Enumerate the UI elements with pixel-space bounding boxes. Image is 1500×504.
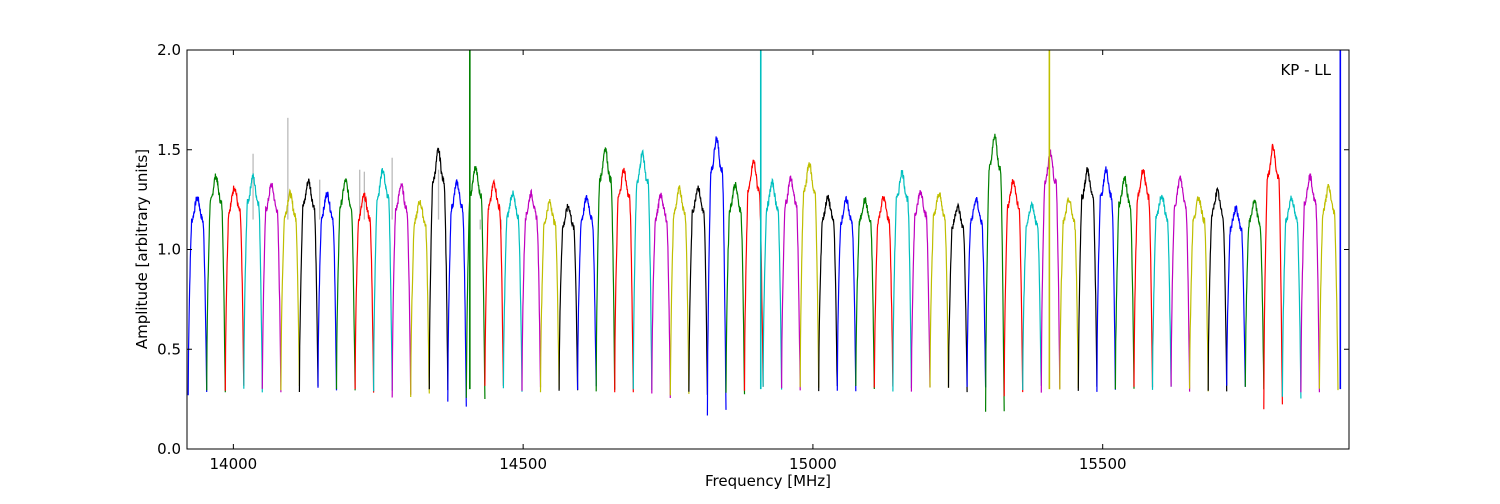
band-series-8 — [335, 178, 356, 391]
x-tick-label: 15500 — [1079, 455, 1127, 473]
band-series-34 — [818, 194, 838, 392]
band-series-32 — [780, 175, 801, 391]
series-layer — [187, 50, 1342, 416]
band-series-9 — [354, 192, 375, 393]
band-series-58 — [1263, 143, 1283, 410]
band-series-37 — [873, 195, 894, 388]
band-series-11 — [391, 182, 412, 398]
band-series-24 — [632, 149, 653, 391]
band-series-56 — [1226, 205, 1246, 387]
band-series-49 — [1096, 166, 1116, 392]
band-series-7 — [317, 191, 338, 391]
band-series-43 — [984, 133, 1005, 412]
band-series-4 — [261, 182, 282, 393]
band-series-31 — [762, 177, 783, 390]
band-series-35 — [836, 195, 857, 392]
band-series-40 — [929, 192, 950, 388]
band-series-59 — [1281, 195, 1302, 399]
band-series-33 — [799, 162, 820, 388]
y-axis-label: Amplitude [arbitrary units] — [133, 149, 151, 349]
band-series-6 — [298, 178, 319, 393]
band-series-50 — [1114, 175, 1135, 390]
band-series-3 — [243, 173, 263, 393]
band-series-26 — [669, 184, 690, 396]
band-series-28 — [706, 136, 727, 416]
band-series-38 — [892, 169, 912, 392]
band-series-48 — [1077, 167, 1098, 391]
band-series-2 — [224, 185, 245, 391]
band-series-22 — [595, 147, 616, 392]
plot-background — [187, 50, 1349, 449]
x-tick-label: 14500 — [499, 455, 547, 473]
band-series-57 — [1244, 199, 1265, 390]
band-series-18 — [521, 188, 542, 391]
band-series-36 — [855, 197, 875, 390]
band-series-42 — [966, 196, 987, 388]
x-axis-label: Frequency [MHz] — [705, 472, 831, 490]
band-series-55 — [1207, 186, 1228, 392]
y-tick-label: 0.0 — [157, 440, 181, 458]
x-tick-label: 14000 — [210, 455, 258, 473]
band-series-53 — [1170, 175, 1191, 392]
band-series-61 — [1318, 184, 1339, 391]
band-series-29 — [725, 181, 746, 395]
band-series-14 — [447, 179, 467, 407]
band-series-25 — [651, 192, 671, 399]
band-series-45 — [1022, 200, 1042, 391]
band-series-41 — [947, 202, 968, 393]
band-series-13 — [428, 147, 449, 391]
y-tick-label: 0.5 — [157, 340, 181, 358]
y-tick-label: 1.5 — [157, 141, 181, 159]
x-tick-label: 15000 — [789, 455, 837, 473]
band-series-54 — [1188, 196, 1209, 392]
y-tick-label: 2.0 — [157, 41, 181, 59]
band-series-0 — [187, 196, 208, 396]
tick-layer: 14000 14500 15000 15500 0.0 0.5 1.0 1.5 2.0 — [157, 41, 1349, 473]
band-series-19 — [539, 198, 560, 393]
band-series-51 — [1133, 169, 1154, 388]
band-series-20 — [558, 203, 579, 391]
band-series-1 — [206, 173, 226, 393]
y-tick-label: 1.0 — [157, 241, 181, 259]
band-series-12 — [410, 199, 430, 398]
band-series-47 — [1059, 197, 1079, 390]
band-series-39 — [910, 190, 931, 392]
band-series-16 — [484, 178, 504, 386]
band-series-10 — [373, 167, 393, 392]
band-series-44 — [1003, 179, 1024, 397]
band-series-23 — [614, 167, 634, 393]
band-series-46 — [1040, 149, 1061, 393]
chart-annotation: KP - LL — [1280, 61, 1331, 79]
band-series-5 — [280, 188, 300, 391]
band-series-52 — [1151, 194, 1172, 390]
band-series-27 — [688, 185, 708, 395]
band-series-17 — [502, 190, 523, 392]
band-series-60 — [1300, 173, 1320, 393]
band-series-21 — [576, 195, 597, 390]
